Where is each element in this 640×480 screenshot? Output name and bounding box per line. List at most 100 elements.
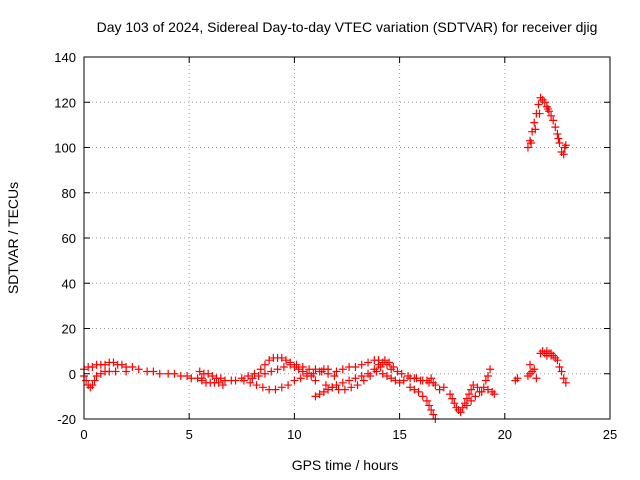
data-point <box>90 376 99 385</box>
data-point <box>446 390 455 399</box>
x-axis-label: GPS time / hours <box>292 457 399 473</box>
y-tick-label: 20 <box>62 322 76 337</box>
data-point <box>96 369 105 378</box>
data-point <box>260 360 269 369</box>
data-point <box>260 369 269 378</box>
data-point <box>149 367 158 376</box>
data-point <box>483 372 492 381</box>
data-point <box>281 356 290 365</box>
data-point <box>471 392 480 401</box>
data-point <box>551 123 560 132</box>
data-points <box>80 93 570 423</box>
data-point <box>439 383 448 392</box>
data-point <box>273 365 282 374</box>
y-tick-label: 60 <box>62 231 76 246</box>
data-point <box>195 367 204 376</box>
data-point <box>298 362 307 371</box>
data-point <box>353 381 362 390</box>
data-point <box>418 376 427 385</box>
data-point <box>332 367 341 376</box>
data-point <box>473 383 482 392</box>
data-point <box>418 392 427 401</box>
data-point <box>543 105 552 114</box>
data-point <box>88 381 97 390</box>
data-point <box>467 385 476 394</box>
data-point <box>465 390 474 399</box>
data-point <box>559 150 568 159</box>
data-point <box>535 109 544 118</box>
data-point <box>246 378 255 387</box>
data-point <box>328 383 337 392</box>
data-point <box>231 376 240 385</box>
data-point <box>467 396 476 405</box>
data-point <box>309 369 318 378</box>
data-point <box>347 383 356 392</box>
data-point <box>382 372 391 381</box>
data-point <box>204 369 213 378</box>
data-point <box>462 401 471 410</box>
data-point <box>414 387 423 396</box>
data-point <box>277 383 286 392</box>
data-point <box>477 387 486 396</box>
data-point <box>527 138 536 147</box>
data-point <box>277 353 286 362</box>
data-point <box>357 372 366 381</box>
data-point <box>214 378 223 387</box>
x-tick-label: 25 <box>603 427 617 442</box>
data-point <box>456 408 465 417</box>
data-point <box>513 374 522 383</box>
data-point <box>88 362 97 371</box>
data-point <box>366 372 375 381</box>
data-point <box>412 374 421 383</box>
data-point <box>483 385 492 394</box>
data-point <box>435 385 444 394</box>
data-point <box>526 360 535 369</box>
data-point <box>170 369 179 378</box>
data-point <box>534 100 543 109</box>
data-point <box>427 374 436 383</box>
data-point <box>197 376 206 385</box>
y-tick-label: 0 <box>69 367 76 382</box>
data-point <box>490 390 499 399</box>
data-point <box>406 383 415 392</box>
data-point <box>324 369 333 378</box>
data-point <box>239 376 248 385</box>
data-point <box>561 141 570 150</box>
x-tick-label: 0 <box>80 427 87 442</box>
data-point <box>425 401 434 410</box>
data-point <box>387 374 396 383</box>
data-point <box>481 376 490 385</box>
data-point <box>410 385 419 394</box>
data-point <box>549 116 558 125</box>
x-tick-label: 10 <box>287 427 301 442</box>
chart-title: Day 103 of 2024, Sidereal Day-to-day VTE… <box>97 19 598 35</box>
data-point <box>359 376 368 385</box>
data-point <box>532 374 541 383</box>
data-point <box>244 372 253 381</box>
data-point <box>252 381 261 390</box>
data-point <box>372 367 381 376</box>
data-point <box>427 405 436 414</box>
data-point <box>250 369 259 378</box>
data-point <box>351 362 360 371</box>
data-point <box>134 365 143 374</box>
data-point <box>284 381 293 390</box>
data-point <box>378 369 387 378</box>
y-axis-label: SDTVAR / TECUs <box>5 182 21 294</box>
data-point <box>540 98 549 107</box>
data-point <box>531 125 540 134</box>
axis-ticks: 0 5 10 15 20 25 -20 0 20 40 60 80 100 120 140 <box>54 50 617 442</box>
data-point <box>393 367 402 376</box>
data-point <box>561 378 570 387</box>
data-point <box>128 362 137 371</box>
data-point <box>338 365 347 374</box>
data-point <box>554 134 563 143</box>
data-point <box>395 378 404 387</box>
data-point <box>311 392 320 401</box>
y-tick-label: 140 <box>54 50 76 65</box>
data-point <box>117 360 126 369</box>
data-point <box>547 349 556 358</box>
data-point <box>317 367 326 376</box>
data-point <box>553 356 562 365</box>
